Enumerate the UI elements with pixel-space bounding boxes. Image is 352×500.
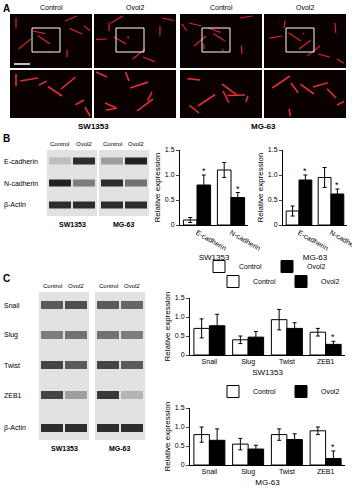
svg-text:N-cadherin: N-cadherin bbox=[329, 229, 352, 252]
svg-text:Twist: Twist bbox=[4, 362, 20, 369]
svg-text:E-cadherin: E-cadherin bbox=[195, 229, 228, 252]
svg-text:Control: Control bbox=[40, 4, 63, 11]
svg-text:Snail: Snail bbox=[202, 468, 218, 475]
svg-text:*: * bbox=[202, 166, 206, 176]
svg-text:Slug: Slug bbox=[4, 331, 18, 339]
svg-text:1.5: 1.5 bbox=[175, 404, 185, 411]
svg-text:MG-63: MG-63 bbox=[303, 253, 328, 262]
svg-text:*: * bbox=[331, 332, 335, 342]
svg-text:0: 0 bbox=[171, 221, 175, 228]
svg-text:Ovol2: Ovol2 bbox=[68, 283, 84, 289]
svg-text:Snail: Snail bbox=[202, 358, 218, 365]
svg-text:SW1353: SW1353 bbox=[51, 445, 78, 452]
svg-text:MG-63: MG-63 bbox=[109, 445, 131, 452]
svg-text:Control: Control bbox=[253, 388, 276, 395]
svg-text:SW1353: SW1353 bbox=[199, 253, 230, 262]
svg-text:Ovol2: Ovol2 bbox=[76, 141, 92, 147]
svg-text:1.5: 1.5 bbox=[268, 146, 278, 153]
svg-text:Ovol2: Ovol2 bbox=[296, 4, 314, 11]
svg-text:E-cadherin: E-cadherin bbox=[297, 229, 330, 252]
svg-text:SW1353: SW1353 bbox=[252, 368, 283, 377]
svg-text:0: 0 bbox=[181, 461, 185, 468]
svg-text:Control: Control bbox=[50, 141, 69, 147]
svg-text:1.0: 1.0 bbox=[268, 171, 278, 178]
svg-text:MG-63: MG-63 bbox=[113, 221, 135, 228]
svg-text:Ovol2: Ovol2 bbox=[128, 141, 144, 147]
svg-text:A: A bbox=[3, 3, 10, 14]
svg-text:Control: Control bbox=[239, 263, 262, 270]
svg-text:MG-63: MG-63 bbox=[251, 122, 276, 131]
svg-text:Control: Control bbox=[210, 4, 233, 11]
svg-text:1.0: 1.0 bbox=[175, 313, 185, 320]
svg-text:C: C bbox=[3, 273, 10, 284]
svg-text:Relative expression: Relative expression bbox=[256, 153, 265, 223]
svg-text:1.5: 1.5 bbox=[175, 294, 185, 301]
svg-text:Control: Control bbox=[103, 141, 122, 147]
svg-text:N-cadherin: N-cadherin bbox=[4, 180, 38, 187]
svg-text:Ovol2: Ovol2 bbox=[321, 278, 339, 285]
svg-text:Control: Control bbox=[99, 283, 118, 289]
svg-text:Relative expression: Relative expression bbox=[163, 292, 172, 362]
svg-text:N-cadherin: N-cadherin bbox=[229, 229, 262, 252]
svg-text:Ovol2: Ovol2 bbox=[126, 4, 144, 11]
svg-text:1.5: 1.5 bbox=[165, 146, 175, 153]
svg-text:0.5: 0.5 bbox=[175, 332, 185, 339]
svg-text:0.5: 0.5 bbox=[268, 196, 278, 203]
svg-text:1.0: 1.0 bbox=[175, 423, 185, 430]
svg-text:Ovol2: Ovol2 bbox=[307, 263, 325, 270]
svg-text:Control: Control bbox=[43, 283, 62, 289]
svg-text:SW1353: SW1353 bbox=[78, 122, 109, 131]
svg-text:0.5: 0.5 bbox=[175, 442, 185, 449]
svg-text:SW1353: SW1353 bbox=[59, 221, 86, 228]
svg-text:0.5: 0.5 bbox=[165, 196, 175, 203]
svg-text:0: 0 bbox=[274, 221, 278, 228]
svg-text:Twist: Twist bbox=[279, 358, 295, 365]
svg-text:Relative expression: Relative expression bbox=[153, 153, 162, 223]
svg-text:*: * bbox=[236, 184, 240, 194]
svg-text:MG-63: MG-63 bbox=[255, 478, 280, 487]
svg-text:*: * bbox=[303, 166, 307, 176]
svg-text:ZEB1: ZEB1 bbox=[317, 468, 335, 475]
svg-text:Relative expression: Relative expression bbox=[163, 402, 172, 472]
svg-text:Snail: Snail bbox=[4, 302, 20, 309]
svg-text:Ovol2: Ovol2 bbox=[124, 283, 140, 289]
svg-text:ZEB1: ZEB1 bbox=[317, 358, 335, 365]
svg-text:*: * bbox=[335, 180, 339, 190]
svg-text:Twist: Twist bbox=[279, 468, 295, 475]
svg-text:B: B bbox=[3, 133, 10, 144]
svg-text:ZEB1: ZEB1 bbox=[4, 392, 22, 399]
svg-text:1.0: 1.0 bbox=[165, 171, 175, 178]
svg-text:0: 0 bbox=[181, 351, 185, 358]
svg-text:*: * bbox=[331, 442, 335, 452]
svg-text:β-Actin: β-Actin bbox=[4, 424, 26, 432]
svg-text:β-Actin: β-Actin bbox=[4, 201, 26, 209]
svg-text:Slug: Slug bbox=[241, 468, 255, 476]
svg-text:Control: Control bbox=[253, 278, 276, 285]
svg-text:Slug: Slug bbox=[241, 358, 255, 366]
svg-text:Ovol2: Ovol2 bbox=[321, 388, 339, 395]
svg-text:E-cadherin: E-cadherin bbox=[4, 158, 38, 165]
